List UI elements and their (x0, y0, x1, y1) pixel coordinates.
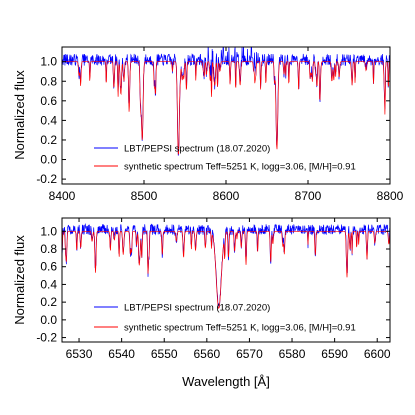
y-tick-label-top: -0.2 (36, 172, 57, 186)
y-tick-label-top: 0.4 (40, 113, 57, 127)
panel-top: 8400 8500 8600 8700 8800 -0.2 0.0 0.2 0.4 0.6 0.8 1… (12, 46, 404, 203)
ticks-top: 8400 8500 8600 8700 8800 -0.2 0.0 0.2 0.4 0.6 0.8 1… (36, 47, 404, 203)
legend-label-synthetic-top: synthetic spectrum Teff=5251 K, logg=3.0… (124, 162, 356, 173)
x-tick-label-bottom: 6590 (321, 347, 348, 361)
y-tick-label-bottom: 0.6 (40, 260, 57, 274)
legend-label-observed-top: LBT/PEPSI spectrum (18.07.2020) (124, 144, 270, 155)
x-tick-label-bottom: 6600 (364, 347, 391, 361)
legend-bottom: LBT/PEPSI spectrum (18.07.2020) syntheti… (94, 303, 356, 334)
legend-label-observed-bottom: LBT/PEPSI spectrum (18.07.2020) (124, 303, 270, 314)
series-group-top (62, 47, 390, 156)
y-tick-label-top: 0.8 (40, 74, 57, 88)
synthetic-spectrum-bottom (62, 230, 390, 310)
series-group-bottom (62, 222, 390, 310)
y-axis-title-bottom: Normalized flux (12, 235, 27, 325)
y-tick-label-bottom: 0.0 (40, 313, 57, 327)
y-tick-label-top: 0.0 (40, 153, 57, 167)
x-tick-label-bottom: 6550 (151, 347, 178, 361)
x-tick-label-top: 8700 (295, 189, 322, 203)
y-tick-label-top: 0.2 (40, 133, 57, 147)
y-axis-title-top: Normalized flux (12, 70, 27, 160)
synthetic-spectrum-top (62, 61, 390, 155)
x-tick-label-bottom: 6560 (193, 347, 220, 361)
observed-spectrum-bottom (62, 222, 390, 308)
x-tick-label-top: 8400 (49, 189, 76, 203)
legend-top: LBT/PEPSI spectrum (18.07.2020) syntheti… (94, 144, 356, 173)
ticks-bottom: 6530 6540 6550 6560 6570 6580 6590 6600 -0.2 0.0 0… (36, 218, 391, 361)
y-tick-label-top: 0.6 (40, 94, 57, 108)
y-tick-label-bottom: 0.2 (40, 295, 57, 309)
x-tick-label-bottom: 6570 (236, 347, 263, 361)
x-tick-label-top: 8800 (377, 189, 404, 203)
y-tick-label-top: 1.0 (40, 55, 57, 69)
x-tick-label-bottom: 6530 (66, 347, 93, 361)
x-tick-label-top: 8500 (131, 189, 158, 203)
y-tick-label-bottom: 1.0 (40, 224, 57, 238)
plot-frame-bottom (61, 217, 391, 343)
y-tick-label-bottom: 0.8 (40, 242, 57, 256)
x-tick-label-bottom: 6540 (108, 347, 135, 361)
panel-bottom: 6530 6540 6550 6560 6570 6580 6590 6600 -0.2 0.0 0… (12, 217, 391, 389)
x-tick-label-top: 8600 (213, 189, 240, 203)
legend-label-synthetic-bottom: synthetic spectrum Teff=5251 K, logg=3.0… (124, 323, 356, 334)
x-axis-title-bottom: Wavelength [Å] (182, 374, 270, 389)
observed-spectrum-top (62, 47, 390, 156)
y-tick-label-bottom: 0.4 (40, 277, 57, 291)
x-tick-label-bottom: 6580 (279, 347, 306, 361)
y-tick-label-bottom: -0.2 (36, 331, 57, 345)
